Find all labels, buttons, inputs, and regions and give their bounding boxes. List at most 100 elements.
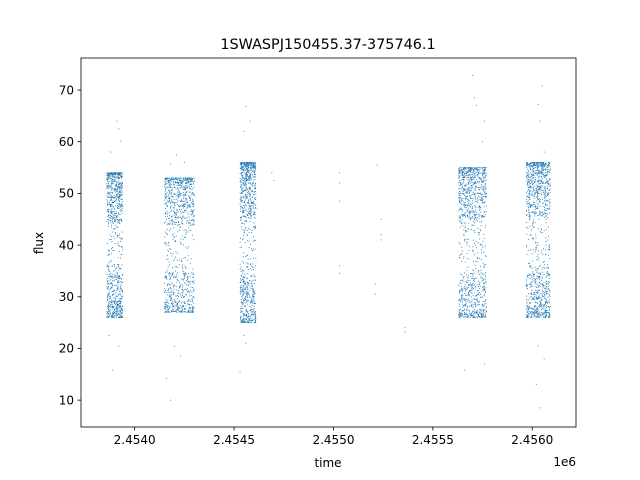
data-point	[253, 208, 255, 210]
data-point	[472, 176, 474, 178]
data-point	[114, 275, 116, 277]
data-point	[240, 279, 242, 281]
data-point	[531, 205, 533, 207]
data-point	[458, 168, 460, 170]
data-point	[109, 313, 111, 315]
data-point	[175, 276, 176, 278]
data-point	[537, 268, 539, 270]
data-point	[484, 278, 486, 280]
data-point	[172, 260, 174, 262]
data-point	[175, 302, 177, 304]
data-point	[538, 170, 539, 172]
data-point	[243, 271, 245, 273]
data-point	[471, 313, 472, 314]
data-point	[253, 176, 255, 178]
data-point	[464, 207, 466, 209]
data-point	[188, 213, 189, 215]
data-point	[242, 303, 244, 305]
data-point	[246, 165, 248, 167]
data-point	[528, 163, 530, 165]
data-point	[188, 246, 189, 248]
data-point	[179, 206, 180, 208]
data-point	[526, 172, 528, 174]
data-point	[250, 297, 252, 299]
data-point	[532, 219, 534, 221]
data-point	[118, 266, 120, 268]
data-point	[473, 218, 475, 220]
data-point	[106, 273, 108, 275]
data-point	[240, 271, 242, 272]
data-point	[109, 217, 111, 219]
data-point	[178, 296, 180, 298]
data-point	[464, 316, 466, 318]
data-point	[165, 301, 167, 303]
data-point	[529, 163, 531, 165]
data-point	[114, 284, 115, 286]
data-point	[242, 171, 244, 173]
data-point	[193, 276, 194, 278]
data-point	[178, 182, 179, 184]
data-point	[480, 277, 482, 279]
data-point	[533, 171, 535, 173]
data-point	[240, 318, 241, 320]
data-point	[245, 166, 247, 168]
data-point	[248, 320, 250, 321]
data-point	[534, 305, 536, 306]
data-point	[250, 211, 252, 213]
data-point	[528, 210, 530, 212]
data-point	[192, 310, 194, 312]
data-point	[249, 163, 251, 165]
data-point	[165, 193, 166, 195]
data-point	[116, 276, 118, 278]
data-point	[178, 224, 180, 225]
data-point	[534, 251, 536, 253]
data-point	[117, 305, 119, 307]
data-point	[251, 313, 253, 315]
data-point	[543, 304, 545, 306]
data-point	[171, 275, 173, 276]
data-point	[113, 180, 115, 182]
data-point	[474, 194, 476, 196]
data-point	[538, 218, 540, 220]
data-point	[119, 316, 121, 318]
data-point	[178, 196, 180, 198]
data-point	[527, 287, 528, 289]
data-point	[249, 221, 251, 223]
data-point	[531, 165, 533, 167]
data-point	[182, 311, 184, 313]
data-point	[174, 182, 176, 184]
data-point	[459, 217, 461, 219]
data-point	[526, 226, 528, 228]
data-point	[478, 193, 480, 194]
data-point	[254, 179, 256, 181]
data-point	[533, 162, 535, 164]
data-point	[111, 276, 113, 278]
data-point	[481, 198, 483, 200]
data-point	[481, 252, 482, 254]
data-point	[466, 204, 468, 206]
data-point	[472, 182, 474, 184]
data-point	[483, 288, 485, 290]
data-point	[534, 172, 536, 174]
data-point	[114, 293, 116, 295]
data-point	[185, 267, 187, 269]
data-point	[482, 316, 484, 318]
data-point	[247, 299, 249, 301]
data-point	[255, 320, 256, 322]
data-point	[481, 316, 483, 318]
data-point	[461, 295, 463, 297]
data-point	[181, 223, 183, 225]
data-point	[250, 167, 252, 169]
data-point	[530, 284, 532, 286]
data-point	[168, 201, 170, 203]
data-point	[544, 163, 546, 165]
data-point	[244, 183, 246, 185]
data-point	[107, 197, 109, 198]
data-point	[532, 171, 534, 173]
data-point	[252, 213, 254, 215]
data-point	[241, 173, 243, 175]
data-point	[118, 192, 120, 193]
data-point	[467, 305, 468, 307]
data-point	[169, 178, 171, 179]
data-point	[121, 231, 123, 233]
